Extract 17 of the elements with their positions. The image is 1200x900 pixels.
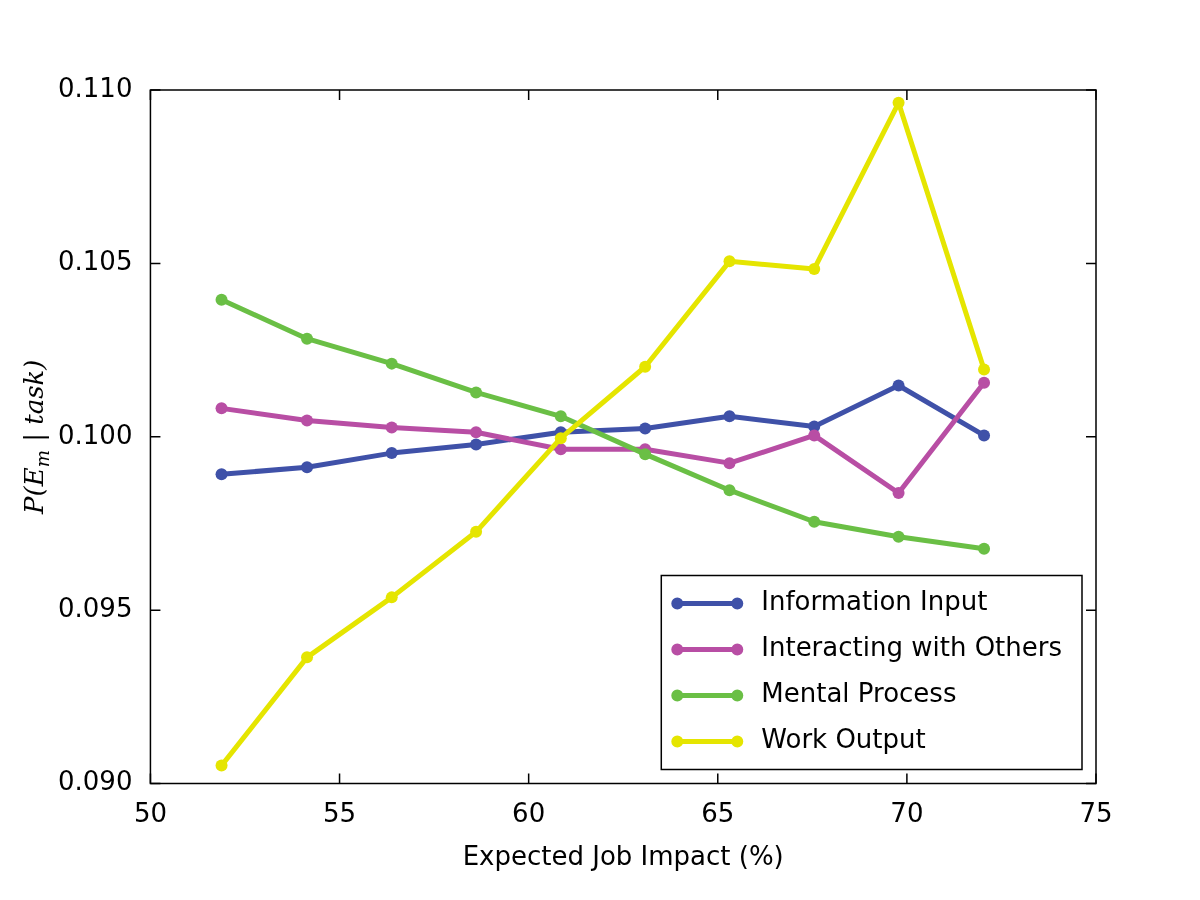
- x-tick-label: 70: [890, 797, 924, 828]
- x-tick-label: 50: [133, 797, 167, 828]
- legend-label: Interacting with Others: [761, 632, 1062, 663]
- x-tick-label: 60: [512, 797, 546, 828]
- y-tick-label: 0.090: [58, 766, 133, 797]
- y-axis-title: P(Em | task): [18, 359, 53, 515]
- y-tick-label: 0.105: [58, 246, 133, 277]
- x-tick-label: 75: [1079, 797, 1113, 828]
- x-axis-title: Expected Job Impact (%): [462, 841, 784, 872]
- y-tick-label: 0.095: [58, 592, 133, 623]
- x-tick-label: 55: [323, 797, 357, 828]
- y-tick-label: 0.110: [58, 72, 133, 103]
- y-tick-label: 0.100: [58, 419, 133, 450]
- x-tick-label: 65: [701, 797, 735, 828]
- legend-label: Work Output: [761, 724, 926, 755]
- legend-label: Information Input: [761, 586, 988, 617]
- legend-label: Mental Process: [761, 678, 957, 709]
